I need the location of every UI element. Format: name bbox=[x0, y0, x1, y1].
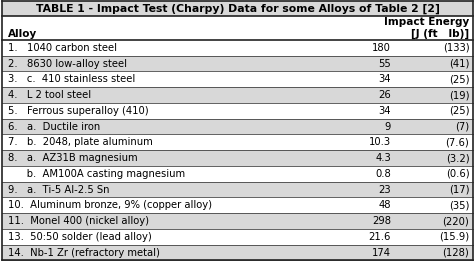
Bar bbox=[2, 103, 473, 119]
Text: [J (ft   lb)]: [J (ft lb)] bbox=[411, 29, 469, 39]
Text: 9: 9 bbox=[385, 122, 391, 132]
Text: 10.  Aluminum bronze, 9% (copper alloy): 10. Aluminum bronze, 9% (copper alloy) bbox=[8, 200, 212, 210]
Text: 2.   8630 low-alloy steel: 2. 8630 low-alloy steel bbox=[8, 58, 127, 69]
Bar bbox=[2, 182, 473, 198]
Text: 8.   a.  AZ31B magnesium: 8. a. AZ31B magnesium bbox=[8, 153, 137, 163]
Text: (17): (17) bbox=[449, 185, 469, 195]
Text: 174: 174 bbox=[372, 248, 391, 258]
Text: (25): (25) bbox=[449, 74, 469, 84]
Bar bbox=[2, 56, 473, 72]
Bar bbox=[2, 166, 473, 182]
Text: 3.   c.  410 stainless steel: 3. c. 410 stainless steel bbox=[8, 74, 135, 84]
Bar bbox=[2, 213, 473, 229]
Text: (3.2): (3.2) bbox=[446, 153, 469, 163]
Bar bbox=[2, 1, 473, 16]
Text: 26: 26 bbox=[378, 90, 391, 100]
Text: 10.3: 10.3 bbox=[369, 137, 391, 147]
Text: (25): (25) bbox=[449, 106, 469, 116]
Text: 180: 180 bbox=[372, 43, 391, 53]
Text: 48: 48 bbox=[379, 200, 391, 210]
Text: b.  AM100A casting magnesium: b. AM100A casting magnesium bbox=[8, 169, 185, 179]
Bar bbox=[2, 198, 473, 213]
Text: 55: 55 bbox=[378, 58, 391, 69]
Bar bbox=[2, 245, 473, 260]
Text: 34: 34 bbox=[379, 106, 391, 116]
Text: (128): (128) bbox=[443, 248, 469, 258]
Bar bbox=[2, 16, 473, 40]
Text: (0.6): (0.6) bbox=[446, 169, 469, 179]
Bar bbox=[2, 229, 473, 245]
Text: (41): (41) bbox=[449, 58, 469, 69]
Text: 0.8: 0.8 bbox=[375, 169, 391, 179]
Bar bbox=[2, 119, 473, 134]
Bar bbox=[2, 87, 473, 103]
Text: 23: 23 bbox=[378, 185, 391, 195]
Text: 34: 34 bbox=[379, 74, 391, 84]
Text: TABLE 1 - Impact Test (Charpy) Data for some Alloys of Table 2 [2]: TABLE 1 - Impact Test (Charpy) Data for … bbox=[36, 3, 440, 14]
Text: 1.   1040 carbon steel: 1. 1040 carbon steel bbox=[8, 43, 117, 53]
Text: 14.  Nb-1 Zr (refractory metal): 14. Nb-1 Zr (refractory metal) bbox=[8, 248, 160, 258]
Text: 4.   L 2 tool steel: 4. L 2 tool steel bbox=[8, 90, 91, 100]
Text: 11.  Monel 400 (nickel alloy): 11. Monel 400 (nickel alloy) bbox=[8, 216, 149, 226]
Bar bbox=[2, 40, 473, 56]
Bar bbox=[2, 150, 473, 166]
Text: (19): (19) bbox=[449, 90, 469, 100]
Text: (7.6): (7.6) bbox=[446, 137, 469, 147]
Text: 298: 298 bbox=[372, 216, 391, 226]
Text: 13.  50:50 solder (lead alloy): 13. 50:50 solder (lead alloy) bbox=[8, 232, 152, 242]
Text: (7): (7) bbox=[455, 122, 469, 132]
Text: 7.   b.  2048, plate aluminum: 7. b. 2048, plate aluminum bbox=[8, 137, 153, 147]
Text: (35): (35) bbox=[449, 200, 469, 210]
Bar bbox=[2, 72, 473, 87]
Text: (220): (220) bbox=[443, 216, 469, 226]
Text: Impact Energy: Impact Energy bbox=[384, 17, 469, 27]
Bar bbox=[2, 134, 473, 150]
Text: (15.9): (15.9) bbox=[439, 232, 469, 242]
Text: (133): (133) bbox=[443, 43, 469, 53]
Text: 9.   a.  Ti-5 Al-2.5 Sn: 9. a. Ti-5 Al-2.5 Sn bbox=[8, 185, 109, 195]
Text: 6.   a.  Ductile iron: 6. a. Ductile iron bbox=[8, 122, 100, 132]
Text: 4.3: 4.3 bbox=[375, 153, 391, 163]
Text: Alloy: Alloy bbox=[8, 29, 37, 39]
Text: 21.6: 21.6 bbox=[369, 232, 391, 242]
Text: 5.   Ferrous superalloy (410): 5. Ferrous superalloy (410) bbox=[8, 106, 149, 116]
